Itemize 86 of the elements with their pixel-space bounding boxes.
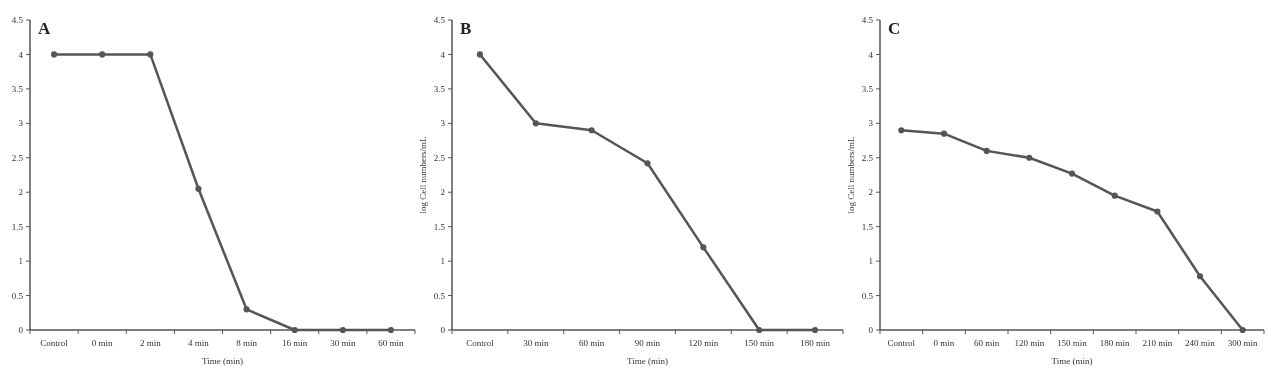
y-tick-label: 3.5 xyxy=(433,84,446,95)
x-tick-label: 30 min xyxy=(523,338,549,348)
x-axis-title: Time (min) xyxy=(627,356,668,366)
y-tick-label: 3.5 xyxy=(11,84,24,95)
x-tick-label: 240 min xyxy=(1185,338,1216,348)
y-tick-label: 2.5 xyxy=(861,152,874,163)
y-tick-label: 4 xyxy=(18,49,24,60)
x-tick-label: 16 min xyxy=(282,338,308,348)
y-axis-title: log Cell numbers/mL xyxy=(846,136,856,214)
point xyxy=(99,51,106,58)
y-axis-title: log Cell numbers/mL xyxy=(418,136,428,214)
y-tick-label: 1 xyxy=(440,256,445,267)
point xyxy=(243,306,250,313)
point xyxy=(50,51,58,58)
x-tick-label: 300 min xyxy=(1227,338,1259,348)
y-tick-label: 4 xyxy=(868,49,874,60)
x-axis-title: Time (min) xyxy=(202,356,243,366)
point xyxy=(588,127,595,134)
x-tick-label: 210 min xyxy=(1142,338,1173,348)
chart-title: B xyxy=(460,19,472,38)
point xyxy=(339,326,346,334)
x-tick-label: 90 min xyxy=(634,338,661,348)
point xyxy=(983,147,990,154)
y-tick-label: 1.5 xyxy=(11,221,24,232)
x-tick-label: 0 min xyxy=(91,338,114,348)
point xyxy=(700,244,707,251)
x-tick-label: Control xyxy=(887,338,916,348)
point xyxy=(195,185,202,192)
point xyxy=(147,51,154,58)
y-tick-label: 3.5 xyxy=(861,84,874,95)
x-tick-label: 180 min xyxy=(800,338,831,348)
point xyxy=(940,130,948,137)
x-tick-label: 150 min xyxy=(744,338,775,348)
y-tick-label: 3 xyxy=(440,118,446,129)
x-tick-label: 60 min xyxy=(378,338,405,348)
x-tick-label: 60 min xyxy=(974,338,1000,348)
x-tick-label: 4 min xyxy=(188,338,210,348)
y-tick-label: 2 xyxy=(18,187,23,198)
chart-title: A xyxy=(38,19,51,38)
y-tick-label: 0 xyxy=(18,325,24,336)
point xyxy=(532,120,539,127)
point xyxy=(1239,326,1246,334)
x-tick-label: 0 min xyxy=(933,338,955,348)
point xyxy=(644,160,651,167)
x-axis-title: Time (min) xyxy=(1051,356,1093,366)
y-tick-label: 0.5 xyxy=(861,290,874,301)
y-tick-label: 0.5 xyxy=(11,290,24,301)
y-tick-label: 0 xyxy=(868,325,874,336)
point xyxy=(1026,154,1033,161)
point xyxy=(1111,192,1118,199)
point xyxy=(898,127,905,134)
x-tick-label: 8 min xyxy=(236,338,258,348)
y-tick-label: 4.5 xyxy=(11,15,24,26)
y-tick-label: 3 xyxy=(868,118,874,129)
y-tick-label: 0.5 xyxy=(433,290,446,301)
x-tick-label: 60 min xyxy=(579,338,605,348)
point xyxy=(387,326,395,334)
x-tick-label: Control xyxy=(466,338,495,348)
point xyxy=(1154,208,1161,215)
x-tick-label: 2 min xyxy=(139,338,162,348)
y-tick-label: 2.5 xyxy=(11,152,24,163)
point xyxy=(1068,170,1076,177)
x-tick-label: 180 min xyxy=(1099,338,1131,348)
y-tick-label: 0 xyxy=(440,325,446,336)
point xyxy=(756,326,763,334)
y-tick-label: 4.5 xyxy=(861,15,874,26)
y-tick-label: 2 xyxy=(440,187,445,198)
point xyxy=(811,326,819,334)
y-tick-label: 4.5 xyxy=(433,15,446,26)
x-tick-label: 30 min xyxy=(330,338,356,348)
y-tick-label: 4 xyxy=(440,49,446,60)
y-tick-label: 1 xyxy=(18,256,23,267)
y-tick-label: 3 xyxy=(18,118,24,129)
y-tick-label: 2 xyxy=(868,187,873,198)
y-tick-label: 1 xyxy=(868,256,873,267)
x-tick-label: Control xyxy=(40,338,69,348)
point xyxy=(1196,273,1204,280)
point xyxy=(476,51,484,58)
x-tick-label: 150 min xyxy=(1057,338,1088,348)
y-tick-label: 2.5 xyxy=(433,152,446,163)
x-tick-label: 120 min xyxy=(1014,338,1045,348)
y-tick-label: 1.5 xyxy=(433,221,446,232)
chart-title: C xyxy=(888,19,901,38)
point xyxy=(291,326,298,334)
x-tick-label: 120 min xyxy=(688,338,719,348)
y-tick-label: 1.5 xyxy=(861,221,874,232)
